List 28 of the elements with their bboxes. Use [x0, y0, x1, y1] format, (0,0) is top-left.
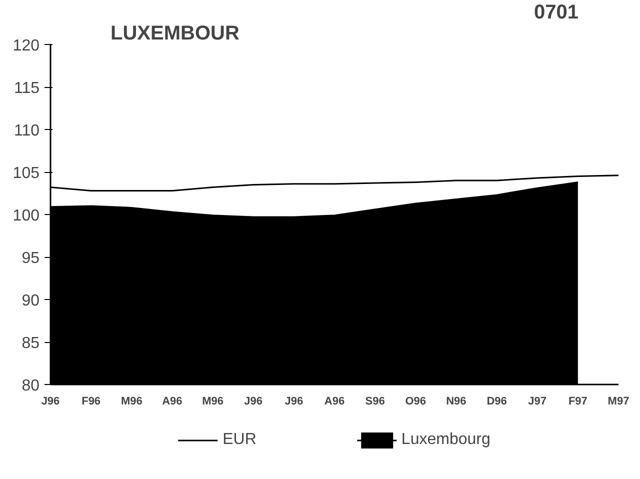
- x-tick-label: J96: [284, 396, 304, 408]
- x-tick-label: S96: [365, 396, 385, 408]
- x-tick-label: M96: [120, 396, 142, 408]
- y-tick-label: 90: [22, 292, 40, 310]
- x-tick-label: J97: [528, 396, 547, 408]
- legend-label: Luxembourg: [401, 431, 490, 449]
- x-tick-label: M97: [608, 396, 630, 408]
- y-tick-label: 85: [22, 335, 40, 352]
- y-tick-label: 80: [22, 378, 40, 394]
- y-tick-label: 105: [12, 165, 40, 182]
- x-tick-label: D96: [486, 396, 507, 408]
- y-tick-label: 110: [14, 122, 40, 140]
- x-tick-label: F97: [568, 396, 588, 408]
- x-tick-label: O96: [405, 396, 426, 408]
- y-tick-label: 120: [12, 38, 40, 54]
- x-tick-label: A96: [162, 396, 182, 408]
- x-tick-label: A96: [324, 396, 345, 408]
- y-tick-label: 95: [22, 250, 40, 267]
- legend-label: EUR: [222, 431, 256, 449]
- y-tick-label: 100: [12, 208, 40, 224]
- x-tick-label: J96: [41, 396, 60, 408]
- x-tick-label: M96: [202, 396, 224, 408]
- x-tick-label: F96: [82, 396, 101, 408]
- x-tick-label: N96: [446, 396, 466, 408]
- x-tick-label: J96: [244, 396, 263, 408]
- chart-title: LUXEMBOUR: [110, 22, 240, 44]
- text: 0701: [534, 2, 579, 24]
- y-tick-label: 115: [14, 80, 40, 97]
